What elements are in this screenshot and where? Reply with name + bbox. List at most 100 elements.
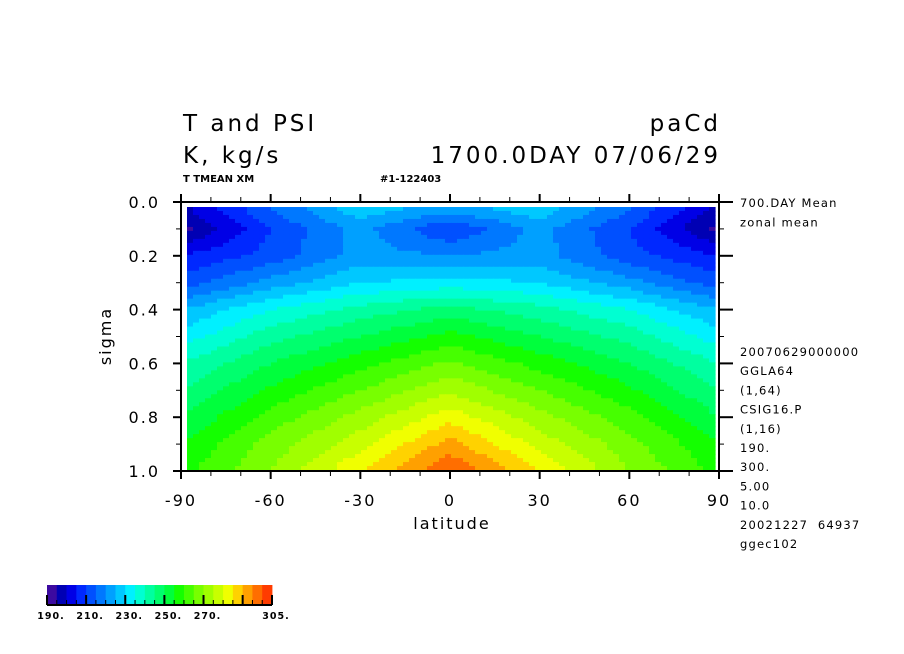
heatmap-cell bbox=[295, 274, 302, 280]
heatmap-cell bbox=[517, 242, 524, 248]
heatmap-cell bbox=[691, 390, 698, 395]
heatmap-cell bbox=[637, 414, 644, 419]
heatmap-cell bbox=[613, 282, 620, 288]
heatmap-cell bbox=[469, 410, 476, 415]
heatmap-cell bbox=[217, 266, 224, 272]
heatmap-cell bbox=[577, 338, 584, 344]
heatmap-cell bbox=[451, 410, 458, 415]
heatmap-cell bbox=[349, 302, 356, 308]
heatmap-cell bbox=[685, 406, 692, 411]
heatmap-cell bbox=[187, 270, 194, 276]
heatmap-cell bbox=[505, 426, 512, 431]
heatmap-cell bbox=[199, 422, 206, 427]
heatmap-cell bbox=[289, 286, 296, 292]
heatmap-cell bbox=[199, 402, 206, 407]
heatmap-cell bbox=[415, 207, 422, 212]
heatmap-cell bbox=[427, 318, 434, 324]
heatmap-cell bbox=[193, 226, 200, 232]
heatmap-cell bbox=[649, 342, 656, 348]
heatmap-cell bbox=[205, 302, 212, 308]
heatmap-cell bbox=[403, 378, 410, 383]
heatmap-cell bbox=[409, 410, 416, 415]
heatmap-cell bbox=[421, 334, 428, 340]
heatmap-cell bbox=[499, 238, 506, 244]
heatmap-cell bbox=[679, 422, 686, 427]
heatmap-cell bbox=[613, 366, 620, 371]
heatmap-cell bbox=[427, 314, 434, 320]
heatmap-cell bbox=[463, 254, 470, 260]
heatmap-cell bbox=[367, 354, 374, 360]
heatmap-cell bbox=[517, 258, 524, 264]
heatmap-cell bbox=[265, 242, 272, 248]
heatmap-cell bbox=[391, 230, 398, 236]
heatmap-cell bbox=[439, 266, 446, 272]
heatmap-cell bbox=[253, 254, 260, 260]
heatmap-cell bbox=[445, 350, 452, 356]
heatmap-cell bbox=[649, 294, 656, 300]
heatmap-cell bbox=[421, 330, 428, 336]
heatmap-cell bbox=[529, 410, 536, 415]
heatmap-cell bbox=[439, 310, 446, 316]
heatmap-cell bbox=[241, 382, 248, 387]
heatmap-cell bbox=[223, 270, 230, 276]
heatmap-cell bbox=[433, 230, 440, 236]
heatmap-cell bbox=[415, 398, 422, 403]
heatmap-cell bbox=[493, 234, 500, 240]
heatmap-cell bbox=[337, 262, 344, 268]
heatmap-cell bbox=[589, 318, 596, 324]
heatmap-cell bbox=[553, 278, 560, 284]
heatmap-cell bbox=[523, 314, 530, 320]
heatmap-cell bbox=[319, 318, 326, 324]
heatmap-cell bbox=[313, 314, 320, 320]
heatmap-cell bbox=[259, 266, 266, 272]
heatmap-cell bbox=[481, 410, 488, 415]
heatmap-cell bbox=[325, 218, 332, 224]
heatmap-cell bbox=[211, 210, 218, 216]
heatmap-cell bbox=[451, 406, 458, 411]
heatmap-cell bbox=[643, 358, 650, 363]
heatmap-cell bbox=[655, 210, 662, 216]
heatmap-cell bbox=[355, 298, 362, 304]
heatmap-cell bbox=[397, 366, 404, 371]
heatmap-cell bbox=[391, 418, 398, 423]
heatmap-cell bbox=[415, 262, 422, 268]
heatmap-cell bbox=[211, 378, 218, 383]
heatmap-cell bbox=[535, 374, 542, 379]
heatmap-cell bbox=[451, 298, 458, 304]
heatmap-cell bbox=[235, 390, 242, 395]
heatmap-cell bbox=[217, 402, 224, 407]
heatmap-cell bbox=[205, 406, 212, 411]
heatmap-cell bbox=[415, 374, 422, 379]
heatmap-cell bbox=[289, 207, 296, 212]
heatmap-cell bbox=[325, 374, 332, 379]
heatmap-cell bbox=[253, 210, 260, 216]
heatmap-cell bbox=[223, 382, 230, 387]
heatmap-cell bbox=[379, 354, 386, 360]
heatmap-cell bbox=[511, 314, 518, 320]
heatmap-cell bbox=[193, 294, 200, 300]
heatmap-cell bbox=[229, 230, 236, 236]
heatmap-cell bbox=[403, 294, 410, 300]
heatmap-cell bbox=[187, 410, 194, 415]
heatmap-cell bbox=[517, 250, 524, 256]
heatmap-cell bbox=[595, 207, 602, 212]
heatmap-cell bbox=[511, 298, 518, 304]
heatmap-cell bbox=[271, 282, 278, 288]
heatmap-cell bbox=[613, 314, 620, 320]
heatmap-cell bbox=[685, 330, 692, 336]
heatmap-cell bbox=[217, 410, 224, 415]
heatmap-cell bbox=[499, 422, 506, 427]
heatmap-cell bbox=[241, 246, 248, 252]
heatmap-cell bbox=[331, 398, 338, 403]
heatmap-cell bbox=[415, 226, 422, 232]
heatmap-cell bbox=[511, 230, 518, 236]
heatmap-cell bbox=[697, 330, 704, 336]
heatmap-cell bbox=[349, 366, 356, 371]
heatmap-cell bbox=[403, 358, 410, 363]
heatmap-cell bbox=[259, 314, 266, 320]
heatmap-cell bbox=[349, 222, 356, 228]
heatmap-cell bbox=[193, 310, 200, 316]
heatmap-cell bbox=[235, 294, 242, 300]
heatmap-cell bbox=[511, 398, 518, 403]
heatmap-cell bbox=[577, 426, 584, 431]
